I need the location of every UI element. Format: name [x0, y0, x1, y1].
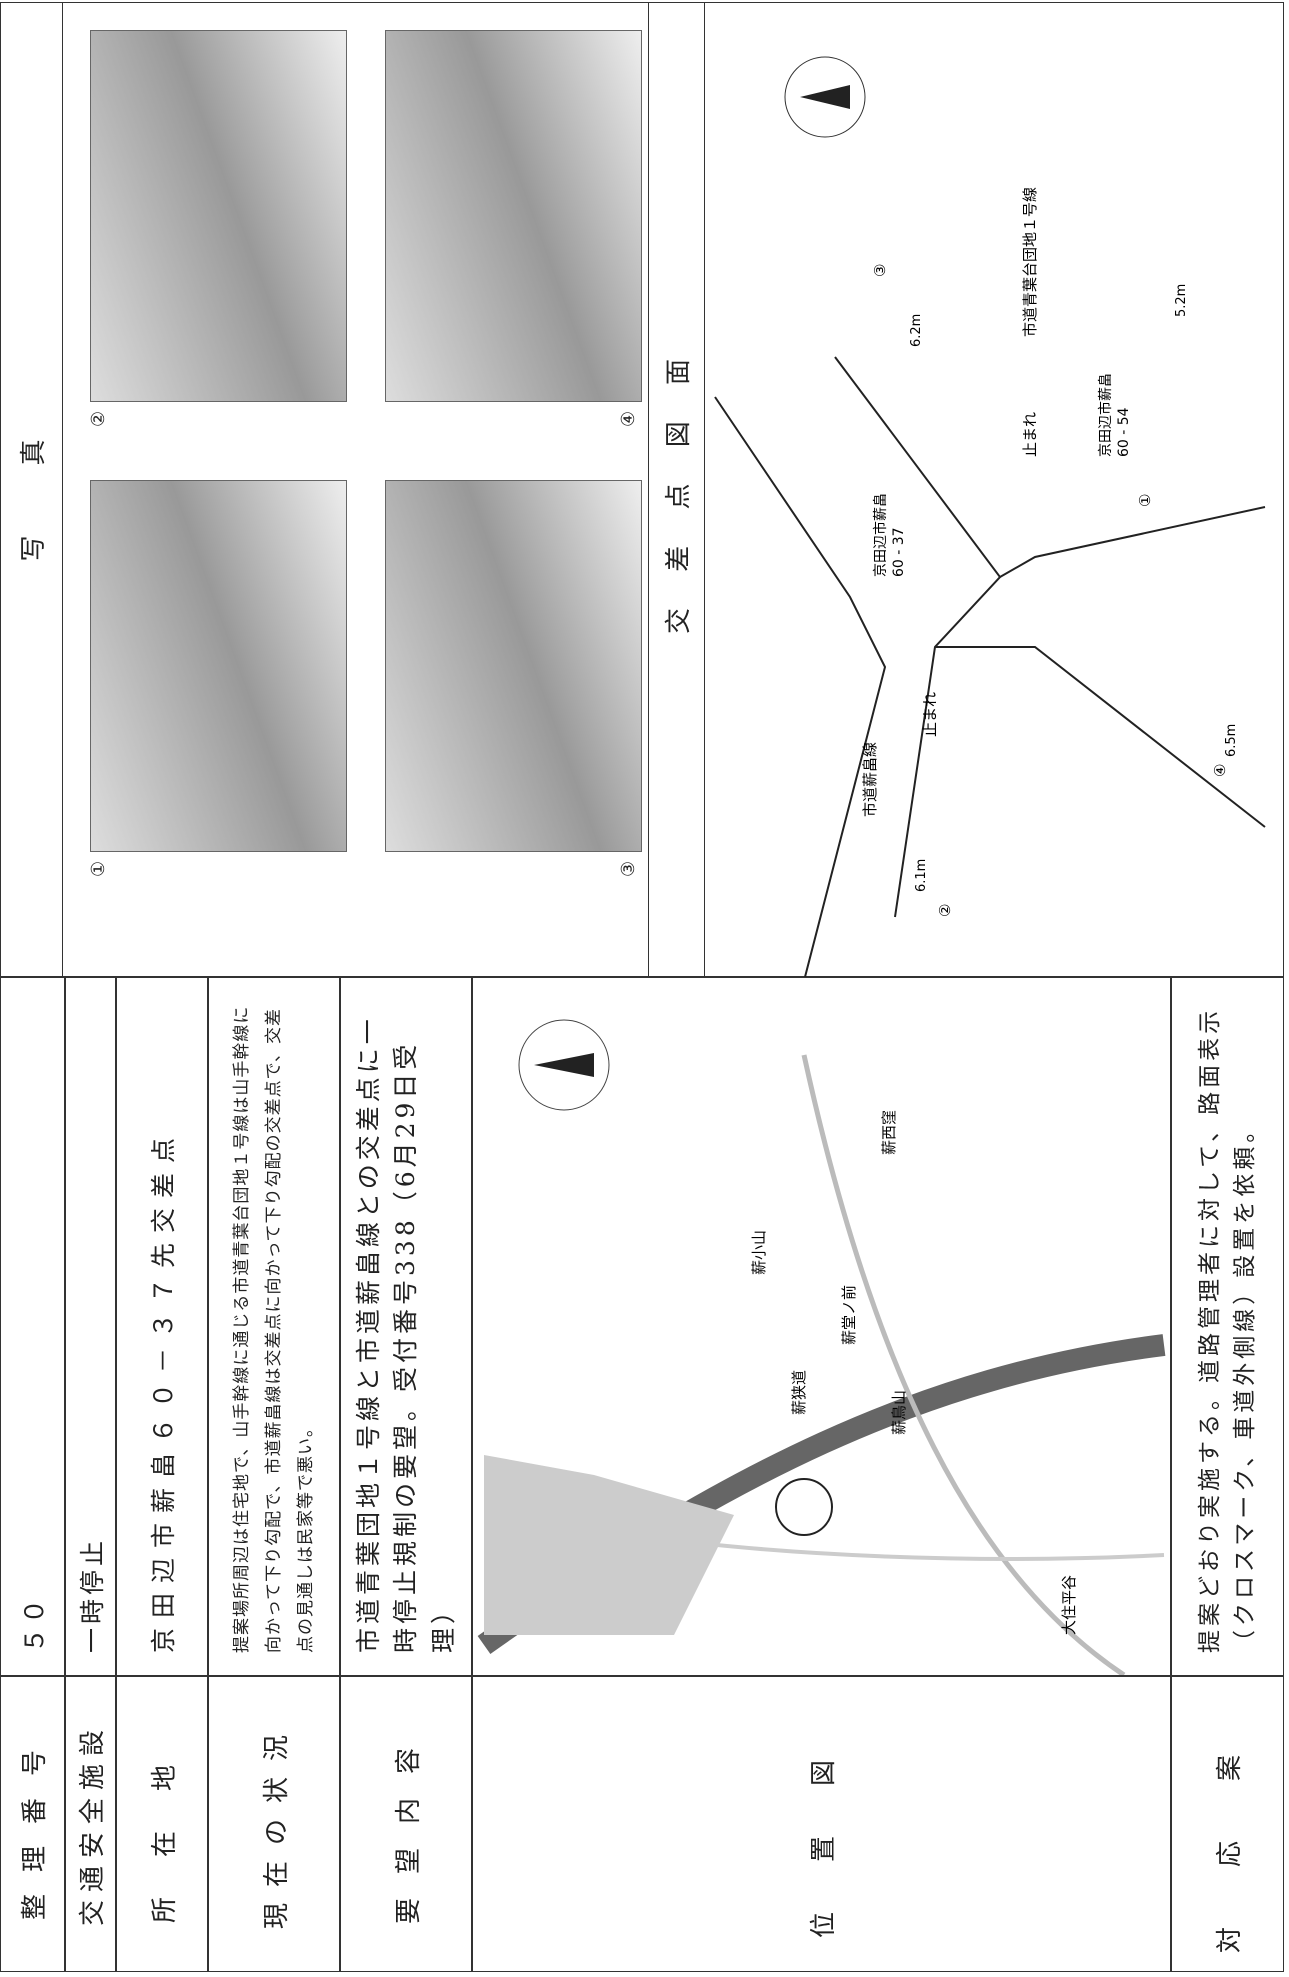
photo-number: ①: [88, 860, 109, 877]
compass-needle: [800, 85, 850, 109]
row-value: 提案どおり実施する。道路管理者に対して、路面表示（クロスマーク、車道外側線）設置…: [1171, 977, 1284, 1676]
width-label: 5.2m: [1174, 284, 1189, 317]
map-label: 薪狭道: [790, 1370, 808, 1415]
sign-name: 京田辺市薪畠: [872, 493, 889, 577]
road-edge: [999, 506, 1266, 578]
photo-number: ②: [88, 410, 109, 427]
point-label: ①: [1136, 494, 1154, 507]
map-frame: 薪小山 薪西窪 大住平谷 薪鳥山 薪狭道 薪堂ノ前: [472, 977, 1171, 1676]
road-marking: 止まれ: [921, 692, 939, 737]
photo-2: [90, 30, 347, 402]
compass: [784, 56, 866, 138]
row-label: 現在の状況: [208, 1676, 340, 1972]
map-label: 大住平谷: [1060, 1575, 1078, 1635]
road-edge: [714, 396, 887, 977]
map-label: 薪堂ノ前: [840, 1285, 858, 1345]
map-label: 薪西窪: [880, 1110, 898, 1155]
row-label: 所在地: [116, 1676, 208, 1972]
width-label: 6.2m: [909, 314, 924, 347]
photo-number: ③: [618, 860, 639, 877]
photo-number: ④: [618, 410, 639, 427]
row-value: ５０: [0, 977, 65, 1676]
intersection-diagram: 市道薪畠線 市道青葉台団地１号線 止まれ 止まれ 京田辺市薪畠 60 - 37 …: [714, 56, 1266, 977]
photo-3: [385, 480, 642, 852]
row-value: 一時停止: [65, 977, 116, 1676]
sign-code: 60 - 37: [891, 527, 907, 577]
point-label: ④: [1211, 764, 1229, 777]
location-map: 薪小山 薪西窪 大住平谷 薪鳥山 薪狭道 薪堂ノ前: [477, 1019, 1166, 1675]
row-label: 交通安全施設: [65, 1676, 116, 1972]
road-marking: 止まれ: [1021, 412, 1039, 457]
road-edge: [834, 356, 1002, 918]
map-label: 薪鳥山: [890, 1390, 908, 1435]
diagram-header: 交 差 点 図 面: [648, 2, 705, 977]
road-label: 市道薪畠線: [861, 742, 879, 817]
point-label: ③: [871, 264, 889, 277]
width-label: 6.5m: [1224, 724, 1239, 757]
photo-1: [90, 480, 347, 852]
photo-header: 写 真: [0, 2, 63, 977]
road-edge: [935, 646, 1266, 828]
road: [801, 1054, 1126, 1675]
point-label: ②: [936, 904, 954, 917]
map-label: 薪小山: [750, 1230, 768, 1275]
road-label: 市道青葉台団地１号線: [1021, 187, 1039, 337]
row-value: 京田辺市薪畠６０－３７先交差点: [116, 977, 208, 1676]
row-value: 提案場所周辺は住宅地で、山手幹線に通じる市道青葉台団地１号線は山手幹線に向かって…: [208, 977, 340, 1676]
location-marker: [775, 1478, 833, 1536]
sign-name: 京田辺市薪畠: [1097, 373, 1114, 457]
row-label: 整理番号: [0, 1676, 65, 1972]
row-value: 市道青葉団地１号線と市道薪畠線との交差点に一時停止規制の要望。受付番号338（6…: [340, 977, 472, 1676]
row-label: 位置図: [472, 1676, 1171, 1972]
width-label: 6.1m: [914, 859, 929, 892]
row-label: 対応案: [1171, 1676, 1284, 1972]
photo-4: [385, 30, 642, 402]
area: [484, 1455, 734, 1635]
compass-needle: [534, 1053, 594, 1077]
compass: [518, 1019, 610, 1111]
sign-code: 60 - 54: [1116, 407, 1132, 457]
row-label: 要望内容: [340, 1676, 472, 1972]
